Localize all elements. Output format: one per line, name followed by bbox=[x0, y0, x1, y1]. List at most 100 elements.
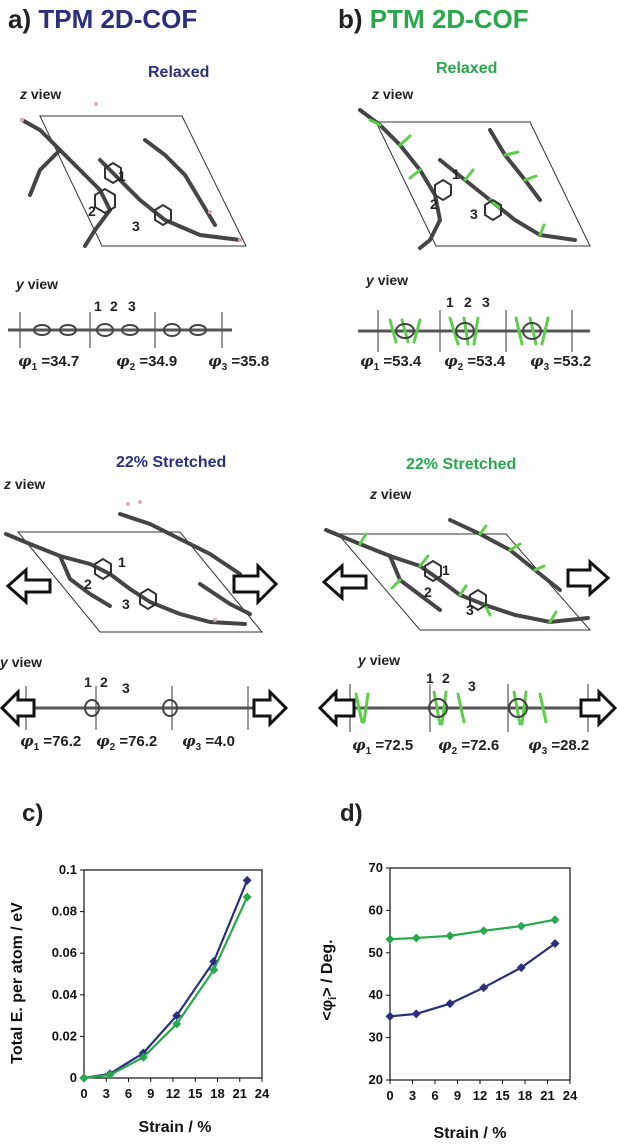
data-point bbox=[105, 1070, 115, 1080]
x-tick-label: 0 bbox=[386, 1088, 393, 1103]
x-tick-label: 12 bbox=[166, 1086, 180, 1101]
series-line bbox=[83, 896, 249, 1080]
stretch-arrow-right-icon bbox=[232, 562, 279, 606]
data-point bbox=[479, 926, 489, 936]
data-point bbox=[479, 983, 489, 993]
panel-b-relaxed-title: Relaxed bbox=[436, 60, 498, 77]
panel-b-relaxed-yview-label: y view bbox=[366, 272, 409, 288]
panel-a-stretched-ring-3: 3 bbox=[122, 596, 130, 612]
panel-b-relaxed-zview-label: z view bbox=[372, 86, 414, 102]
x-tick-label: 9 bbox=[454, 1088, 461, 1103]
chart-d-ylabel: <φi> / Deg. bbox=[319, 939, 339, 1020]
angle-phi-2: φ2 =34.9 bbox=[116, 352, 178, 373]
panel-b-relaxed-ring-1: 1 bbox=[452, 166, 460, 182]
panel-a-relaxed-ring-3: 3 bbox=[132, 218, 140, 234]
series-line bbox=[83, 879, 249, 1080]
panel-b-relaxed-y-structure bbox=[358, 310, 590, 352]
panel-a-relaxed-y-structure bbox=[8, 312, 232, 348]
panel-a-stretched-yring-2: 2 bbox=[100, 674, 108, 690]
panel-b-stretched-ring-3: 3 bbox=[466, 602, 474, 618]
chart-d-xlabel: Strain / % bbox=[434, 1125, 507, 1142]
panel-a-relaxed-yring-2: 2 bbox=[110, 298, 118, 314]
x-tick-label: 6 bbox=[125, 1086, 132, 1101]
series-line bbox=[389, 918, 556, 941]
x-tick-label: 15 bbox=[188, 1086, 202, 1101]
panel-b-stretched-zview-label: z view bbox=[370, 486, 412, 502]
panel-b-stretched-ring-1: 1 bbox=[442, 562, 450, 578]
data-point bbox=[516, 921, 526, 931]
data-point bbox=[138, 1052, 148, 1062]
angle-phi-3: φ3 =53.2 bbox=[530, 352, 592, 373]
panel-a-stretched-yview-label: y view bbox=[0, 654, 43, 670]
panel-b-stretched-y-structure bbox=[318, 684, 617, 732]
panel-a-stretched-angles: φ1 =76.2 φ2 =76.2 φ3 =4.0 bbox=[20, 732, 300, 754]
angle-phi-3: φ3 =28.2 bbox=[528, 736, 590, 757]
angle-phi-2: φ2 =53.4 bbox=[444, 352, 506, 373]
panel-a-stretched-yring-3: 3 bbox=[122, 680, 130, 696]
panel-a-relaxed-yview-label: y view bbox=[16, 276, 59, 292]
x-tick-label: 0 bbox=[80, 1086, 87, 1101]
plot-area bbox=[83, 869, 263, 1079]
data-point bbox=[516, 963, 526, 973]
data-point bbox=[550, 938, 560, 948]
panel-b-stretched-angles: φ1 =72.5 φ2 =72.6 φ3 =28.2 bbox=[352, 736, 616, 758]
x-tick-label: 24 bbox=[563, 1088, 578, 1103]
panel-b-relaxed-z-structure bbox=[358, 108, 591, 250]
panel-b-stretched-ring-2: 2 bbox=[424, 584, 432, 600]
x-tick-label: 18 bbox=[210, 1086, 224, 1101]
y-tick-label: 0.1 bbox=[59, 862, 77, 877]
panel-b-relaxed-yring-2: 2 bbox=[464, 294, 472, 310]
angle-phi-3: φ3 =4.0 bbox=[182, 732, 235, 753]
panel-a-stretched-z-structure bbox=[4, 500, 279, 633]
panel-b-stretched-yview-label: y view bbox=[358, 652, 401, 668]
data-point bbox=[242, 875, 252, 885]
data-point bbox=[209, 965, 219, 975]
panel-a-relaxed-zview-label: z view bbox=[20, 86, 62, 102]
data-point bbox=[172, 1011, 182, 1021]
data-point bbox=[242, 892, 252, 902]
chart-c: Total E. per atom / eV Strain / % 0 0.02 0… bbox=[9, 862, 270, 1136]
y-tick-label: 0.08 bbox=[52, 904, 77, 919]
chart-c-xlabel: Strain / % bbox=[139, 1119, 212, 1136]
y-tick-label: 0 bbox=[70, 1070, 77, 1085]
stretch-arrow-right-icon bbox=[579, 688, 617, 728]
panel-a-relaxed-yring-1: 1 bbox=[94, 298, 102, 314]
stretch-arrow-left-icon bbox=[5, 566, 52, 606]
x-tick-label: 12 bbox=[473, 1088, 487, 1103]
panel-b-relaxed-angles: φ1 =53.4 φ2 =53.4 φ3 =53.2 bbox=[360, 352, 616, 374]
plot-area bbox=[389, 867, 571, 1081]
panel-b-relaxed-ring-2: 2 bbox=[430, 196, 438, 212]
stretch-arrow-left-icon bbox=[318, 688, 356, 728]
y-tick-label: 70 bbox=[369, 860, 383, 875]
y-tick-label: 60 bbox=[369, 902, 383, 917]
panel-b-relaxed-ring-3: 3 bbox=[470, 206, 478, 222]
data-point bbox=[550, 915, 560, 925]
data-point bbox=[79, 1073, 89, 1083]
panel-a-relaxed-z-structure bbox=[20, 102, 247, 248]
stretch-arrow-right-icon bbox=[252, 688, 289, 728]
panel-a-stretched-ring-2: 2 bbox=[84, 576, 92, 592]
panel-a-stretched-y-structure bbox=[0, 686, 289, 730]
data-point bbox=[209, 957, 219, 967]
panel-b-title: b) PTM 2D-COF bbox=[338, 4, 529, 35]
x-tick-label: 15 bbox=[495, 1088, 509, 1103]
panel-a-name: TPM 2D-COF bbox=[38, 4, 198, 34]
panel-b-stretched-yring-2: 2 bbox=[442, 670, 450, 686]
panel-a-stretched-title: 22% Stretched bbox=[116, 454, 227, 471]
panel-b-stretched-z-structure bbox=[321, 518, 611, 631]
stretch-arrow-left-icon bbox=[321, 562, 368, 602]
y-tick-label: 0.06 bbox=[52, 945, 77, 960]
panel-a-relaxed-ring-2: 2 bbox=[88, 203, 96, 219]
data-point bbox=[411, 1009, 421, 1019]
angle-phi-1: φ1 =76.2 bbox=[20, 732, 82, 753]
x-tick-label: 24 bbox=[255, 1086, 270, 1101]
panel-a-stretched-zview-label: z view bbox=[4, 476, 46, 492]
panel-b-stretched-yring-1: 1 bbox=[426, 670, 434, 686]
stretch-arrow-right-icon bbox=[566, 558, 611, 598]
x-tick-label: 3 bbox=[409, 1088, 416, 1103]
angle-phi-1: φ1 =34.7 bbox=[18, 352, 80, 373]
stretch-arrow-left-icon bbox=[0, 688, 36, 728]
x-tick-label: 3 bbox=[103, 1086, 110, 1101]
angle-phi-1: φ1 =53.4 bbox=[360, 352, 422, 373]
